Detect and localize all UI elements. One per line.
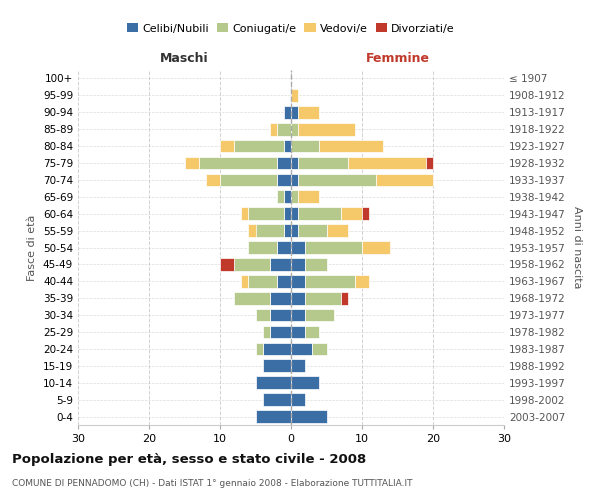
Bar bbox=[220, 258, 234, 270]
Bar bbox=[291, 309, 305, 322]
Bar bbox=[248, 224, 256, 237]
Bar bbox=[291, 258, 305, 270]
Bar bbox=[256, 224, 284, 237]
Bar bbox=[362, 241, 391, 254]
Bar bbox=[234, 258, 270, 270]
Bar bbox=[263, 360, 291, 372]
Y-axis label: Fasce di età: Fasce di età bbox=[28, 214, 37, 280]
Bar bbox=[277, 241, 291, 254]
Bar bbox=[291, 190, 298, 203]
Bar bbox=[291, 326, 305, 338]
Legend: Celibi/Nubili, Coniugati/e, Vedovi/e, Divorziati/e: Celibi/Nubili, Coniugati/e, Vedovi/e, Di… bbox=[123, 19, 459, 38]
Bar bbox=[206, 174, 220, 186]
Bar bbox=[256, 410, 291, 423]
Bar bbox=[248, 208, 284, 220]
Bar bbox=[256, 376, 291, 389]
Bar bbox=[270, 258, 291, 270]
Bar bbox=[284, 106, 291, 118]
Bar bbox=[313, 342, 326, 355]
Bar bbox=[305, 241, 362, 254]
Bar bbox=[326, 224, 348, 237]
Bar bbox=[298, 106, 319, 118]
Bar bbox=[284, 190, 291, 203]
Bar bbox=[270, 309, 291, 322]
Bar bbox=[298, 208, 341, 220]
Bar bbox=[291, 394, 305, 406]
Bar bbox=[305, 258, 326, 270]
Bar bbox=[291, 140, 319, 152]
Text: Maschi: Maschi bbox=[160, 52, 209, 65]
Bar bbox=[277, 156, 291, 170]
Bar bbox=[305, 292, 341, 304]
Bar bbox=[298, 224, 326, 237]
Bar bbox=[220, 174, 277, 186]
Bar bbox=[291, 376, 319, 389]
Bar bbox=[291, 224, 298, 237]
Bar bbox=[291, 342, 313, 355]
Bar bbox=[298, 174, 376, 186]
Bar bbox=[305, 275, 355, 287]
Bar bbox=[234, 292, 270, 304]
Bar bbox=[355, 275, 369, 287]
Bar bbox=[291, 360, 305, 372]
Bar bbox=[199, 156, 277, 170]
Bar bbox=[234, 140, 284, 152]
Bar bbox=[298, 123, 355, 136]
Bar bbox=[291, 123, 298, 136]
Bar bbox=[270, 123, 277, 136]
Bar bbox=[185, 156, 199, 170]
Bar bbox=[291, 292, 305, 304]
Bar bbox=[291, 174, 298, 186]
Bar bbox=[291, 89, 298, 102]
Text: COMUNE DI PENNADOMO (CH) - Dati ISTAT 1° gennaio 2008 - Elaborazione TUTTITALIA.: COMUNE DI PENNADOMO (CH) - Dati ISTAT 1°… bbox=[12, 479, 413, 488]
Bar bbox=[256, 309, 270, 322]
Bar bbox=[263, 342, 291, 355]
Bar bbox=[298, 190, 319, 203]
Bar bbox=[341, 208, 362, 220]
Bar bbox=[263, 326, 270, 338]
Bar bbox=[348, 156, 426, 170]
Bar bbox=[270, 326, 291, 338]
Bar bbox=[284, 140, 291, 152]
Bar bbox=[248, 241, 277, 254]
Bar bbox=[270, 292, 291, 304]
Bar bbox=[291, 106, 298, 118]
Bar bbox=[305, 309, 334, 322]
Bar bbox=[277, 190, 284, 203]
Bar bbox=[256, 342, 263, 355]
Text: Femmine: Femmine bbox=[365, 52, 430, 65]
Bar bbox=[220, 140, 234, 152]
Bar bbox=[291, 208, 298, 220]
Bar bbox=[298, 156, 348, 170]
Bar bbox=[305, 326, 319, 338]
Text: Popolazione per età, sesso e stato civile - 2008: Popolazione per età, sesso e stato civil… bbox=[12, 452, 366, 466]
Bar bbox=[291, 410, 326, 423]
Bar bbox=[241, 208, 248, 220]
Bar bbox=[341, 292, 348, 304]
Bar bbox=[426, 156, 433, 170]
Bar bbox=[241, 275, 248, 287]
Bar bbox=[284, 208, 291, 220]
Bar bbox=[362, 208, 369, 220]
Bar bbox=[291, 241, 305, 254]
Bar bbox=[277, 123, 291, 136]
Y-axis label: Anni di nascita: Anni di nascita bbox=[572, 206, 582, 289]
Bar bbox=[376, 174, 433, 186]
Bar bbox=[277, 275, 291, 287]
Bar bbox=[263, 394, 291, 406]
Bar bbox=[319, 140, 383, 152]
Bar bbox=[291, 275, 305, 287]
Bar bbox=[291, 156, 298, 170]
Bar bbox=[277, 174, 291, 186]
Bar bbox=[284, 224, 291, 237]
Bar bbox=[248, 275, 277, 287]
